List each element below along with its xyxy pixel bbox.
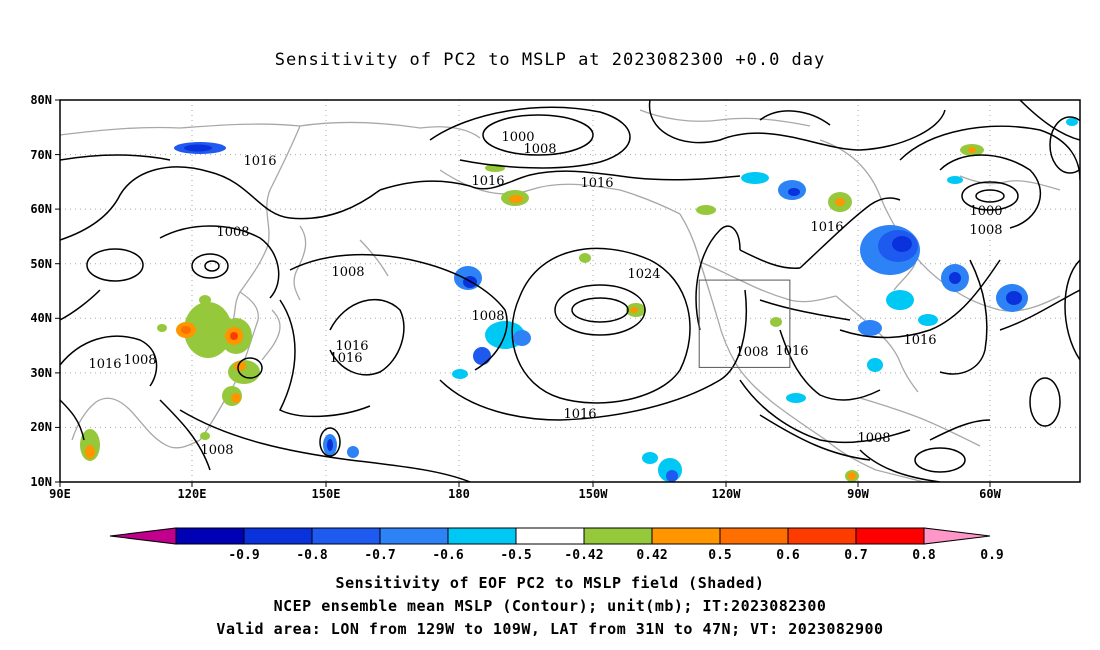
colorbar-label: 0.9 (980, 548, 1003, 563)
lon-label: 90E (49, 487, 71, 501)
caption-line-2: NCEP ensemble mean MSLP (Contour); unit(… (273, 597, 827, 615)
map-panel (60, 100, 1080, 482)
lon-label: 120E (178, 487, 207, 501)
colorbar-label: 0.6 (776, 548, 800, 563)
lat-label: 40N (30, 311, 52, 325)
lon-label: 90W (847, 487, 869, 501)
caption-line-1: Sensitivity of EOF PC2 to MSLP field (Sh… (335, 574, 765, 592)
colorbar-swatch (787, 527, 857, 545)
colorbar: -0.9 -0.8 -0.7 -0.6 -0.5 -0.42 0.42 0.5 0.6 0.7 0.… (109, 527, 1004, 563)
contour-label: 1016 (580, 176, 613, 191)
valid-area-box (698, 279, 791, 368)
lat-labels: 80N 70N 60N 50N 40N 30N 20N 10N (30, 93, 52, 489)
lat-label: 50N (30, 257, 52, 271)
contour-label: 1008 (200, 443, 233, 458)
contour-label: 1016 (243, 154, 276, 169)
contour-label: 1016 (335, 339, 368, 354)
tick-marks (55, 99, 991, 487)
colorbar-label: 0.42 (636, 548, 667, 563)
colorbar-label: -0.7 (364, 548, 395, 563)
contour-label: 1016 (471, 174, 504, 189)
colorbar-swatch (109, 527, 177, 545)
colorbar-label: -0.6 (432, 548, 463, 563)
lat-label: 30N (30, 366, 52, 380)
map-frame (59, 99, 1081, 483)
colorbar-label: 0.5 (708, 548, 731, 563)
contour-label: 1016 (329, 351, 362, 366)
colorbar-swatch (651, 527, 721, 545)
lat-label: 10N (30, 475, 52, 489)
contour-label: 1016 (88, 357, 121, 372)
caption-line-3: Valid area: LON from 129W to 109W, LAT f… (216, 620, 884, 638)
contour-label: 1016 (563, 407, 596, 422)
contour-labels: 1000 1008 1016 1016 1016 1008 1008 1008 … (88, 130, 1002, 458)
colorbar-swatch (923, 527, 991, 545)
colorbar-swatch (855, 527, 925, 545)
colorbar-label: -0.9 (228, 548, 259, 563)
lat-label: 60N (30, 202, 52, 216)
colorbar-swatch (515, 527, 585, 545)
contour-label: 1024 (627, 267, 660, 282)
colorbar-swatch (379, 527, 449, 545)
lon-label: 120W (712, 487, 742, 501)
colorbar-label: 0.7 (844, 548, 867, 563)
contour-label: 1016 (903, 333, 936, 348)
lon-label: 150E (312, 487, 341, 501)
lat-label: 20N (30, 420, 52, 434)
colorbar-label: -0.5 (500, 548, 531, 563)
lon-labels: 90E 120E 150E 180 150W 120W 90W 60W (49, 487, 1001, 501)
contour-label: 1008 (331, 265, 364, 280)
contour-label: 1000 (969, 204, 1002, 219)
lat-label: 70N (30, 148, 52, 162)
lon-label: 150W (579, 487, 609, 501)
contour-label: 1008 (216, 225, 249, 240)
contour-label: 1008 (471, 309, 504, 324)
contour-label: 1008 (735, 345, 768, 360)
colorbar-label: 0.8 (912, 548, 936, 563)
contour-label: 1016 (775, 344, 808, 359)
colorbar-label: -0.8 (296, 548, 327, 563)
colorbar-swatch (175, 527, 245, 545)
lon-label: 180 (448, 487, 470, 501)
contour-label: 1000 (501, 130, 534, 145)
contour-label: 1008 (857, 431, 890, 446)
colorbar-swatch (583, 527, 653, 545)
contour-label: 1008 (969, 223, 1002, 238)
colorbar-label: -0.42 (564, 548, 603, 563)
contour-label: 1008 (123, 353, 156, 368)
map-title: Sensitivity of PC2 to MSLP at 2023082300… (274, 50, 826, 70)
colorbar-swatch (311, 527, 381, 545)
lat-label: 80N (30, 93, 52, 107)
contour-label: 1016 (810, 220, 843, 235)
lon-gridlines (191, 100, 991, 482)
mslp-contours (60, 100, 1080, 482)
contour-label: 1008 (523, 142, 556, 157)
colorbar-swatch (719, 527, 789, 545)
lon-label: 60W (979, 487, 1001, 501)
colorbar-swatch (243, 527, 313, 545)
colorbar-swatch (447, 527, 517, 545)
